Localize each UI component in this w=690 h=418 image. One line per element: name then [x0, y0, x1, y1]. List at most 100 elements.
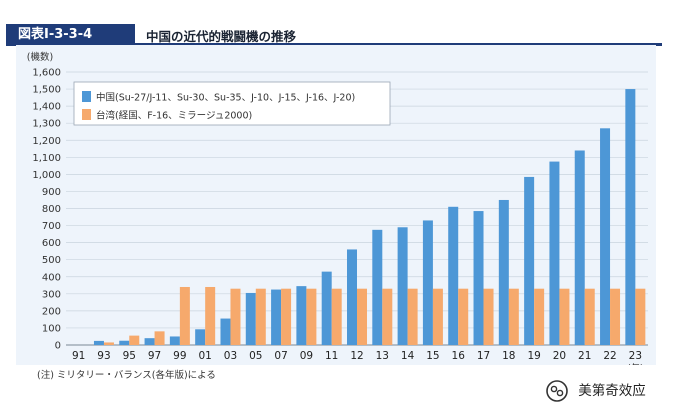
- bar-taiwan: [610, 288, 621, 345]
- x-tick-label: 12: [350, 350, 363, 362]
- legend-label: 中国(Su-27/J-11、Su-30、Su-35、J-10、J-15、J-16…: [96, 92, 355, 104]
- header-rule: [6, 43, 662, 46]
- bar-taiwan: [432, 288, 443, 345]
- x-tick-label: 20: [553, 350, 566, 362]
- bar-taiwan: [458, 288, 469, 345]
- y-tick-label: 300: [42, 289, 61, 300]
- bar-taiwan: [179, 286, 190, 345]
- wechat-icon: [546, 380, 568, 402]
- bar-taiwan: [331, 288, 342, 345]
- bar-china: [549, 161, 560, 345]
- x-tick-label: 13: [376, 350, 389, 362]
- bar-china: [271, 289, 282, 345]
- y-tick-label: 0: [55, 341, 61, 352]
- watermark: 美第奇效应: [546, 378, 646, 404]
- y-tick-label: 1,400: [32, 102, 61, 113]
- x-tick-label: 05: [249, 350, 262, 362]
- bar-taiwan: [205, 286, 216, 345]
- bar-china: [574, 150, 585, 345]
- watermark-text: 美第奇效应: [578, 383, 646, 399]
- bar-taiwan: [230, 288, 241, 345]
- figure-header: 図表Ⅰ-3-3-4 中国の近代的戦闘機の推移: [6, 24, 664, 48]
- x-tick-label: 16: [452, 350, 466, 362]
- bar-taiwan: [281, 288, 292, 345]
- bar-china: [524, 176, 535, 345]
- x-tick-label: 93: [97, 350, 110, 362]
- legend-swatch: [82, 91, 91, 102]
- bar-china: [321, 271, 332, 345]
- bar-china: [347, 249, 357, 345]
- figure-title: 中国の近代的戦闘機の推移: [146, 29, 297, 44]
- y-tick-label: 1,000: [32, 170, 61, 181]
- figure-number-badge: 図表Ⅰ-3-3-4: [6, 24, 135, 46]
- x-tick-label: 07: [274, 350, 287, 362]
- bar-china: [397, 227, 408, 345]
- x-tick-label: 19: [527, 350, 540, 362]
- x-tick-label: 95: [123, 350, 136, 362]
- y-tick-label: 1,100: [32, 153, 61, 164]
- bar-taiwan: [255, 288, 266, 345]
- y-tick-label: 400: [42, 272, 61, 283]
- bar-china: [473, 211, 484, 345]
- bar-china: [119, 340, 130, 345]
- bar-taiwan: [154, 331, 165, 345]
- x-tick-label: 23: [629, 350, 642, 362]
- legend-label: 台湾(経国、F-16、ミラージュ2000): [96, 110, 252, 122]
- bar-china: [93, 340, 104, 345]
- x-tick-label: 97: [148, 350, 161, 362]
- y-tick-label: 500: [42, 255, 61, 266]
- legend-box: [73, 81, 391, 126]
- bar-china: [498, 199, 509, 345]
- bar-taiwan: [559, 288, 570, 345]
- bar-china: [625, 89, 636, 345]
- y-tick-label: 600: [42, 238, 61, 249]
- bar-taiwan: [584, 288, 595, 345]
- bar-china: [169, 336, 180, 345]
- y-tick-label: 200: [42, 306, 61, 317]
- x-tick-label: 14: [401, 350, 415, 362]
- x-tick-label: 99: [173, 350, 186, 362]
- legend-swatch: [82, 109, 91, 120]
- x-tick-label: 17: [477, 350, 490, 362]
- bar-china: [422, 220, 433, 345]
- y-tick-label: 1,200: [32, 136, 61, 147]
- y-tick-label: 900: [42, 187, 61, 198]
- y-tick-label: 100: [42, 323, 61, 334]
- x-tick-label: 15: [426, 350, 439, 362]
- bar-taiwan: [508, 288, 519, 345]
- bar-china: [600, 128, 611, 345]
- x-tick-label: 91: [72, 350, 85, 362]
- x-tick-label: 01: [198, 350, 211, 362]
- bar-taiwan: [382, 288, 393, 345]
- chart-panel: 0 100 200 300 400 500 600 700 800 900 1,000 1,100 1,…: [16, 45, 656, 365]
- x-tick-label: 22: [603, 350, 616, 362]
- x-tick-label: 09: [300, 350, 313, 362]
- bar-taiwan: [306, 288, 317, 345]
- y-tick-label: 700: [42, 221, 61, 232]
- y-tick-label: 1,300: [32, 119, 61, 130]
- bar-china: [220, 318, 231, 345]
- bar-taiwan: [407, 288, 418, 345]
- bar-taiwan: [129, 335, 140, 345]
- bar-taiwan: [534, 288, 545, 345]
- bar-taiwan: [483, 288, 494, 345]
- y-tick-label: 1,600: [32, 68, 61, 79]
- bar-china: [448, 206, 459, 345]
- bar-chart: 0 100 200 300 400 500 600 700 800 900 1,000 1,100 1,…: [27, 51, 648, 365]
- x-tick-label: 18: [502, 350, 515, 362]
- bar-taiwan: [635, 288, 646, 345]
- bar-china: [296, 286, 307, 345]
- y-axis-title: (機数): [27, 51, 53, 63]
- bar-china: [195, 329, 206, 345]
- bar-china: [245, 292, 256, 345]
- x-tick-label: 11: [325, 350, 338, 362]
- bar-china: [372, 229, 383, 345]
- bar-taiwan: [357, 288, 367, 345]
- y-tick-label: 1,500: [32, 85, 61, 96]
- footnote: (注) ミリタリー・バランス(各年版)による: [37, 370, 216, 381]
- y-tick-label: 800: [42, 204, 61, 215]
- bar-taiwan: [103, 342, 114, 345]
- x-axis-unit: (年): [627, 362, 643, 365]
- bar-china: [144, 338, 155, 345]
- x-tick-label: 03: [224, 350, 237, 362]
